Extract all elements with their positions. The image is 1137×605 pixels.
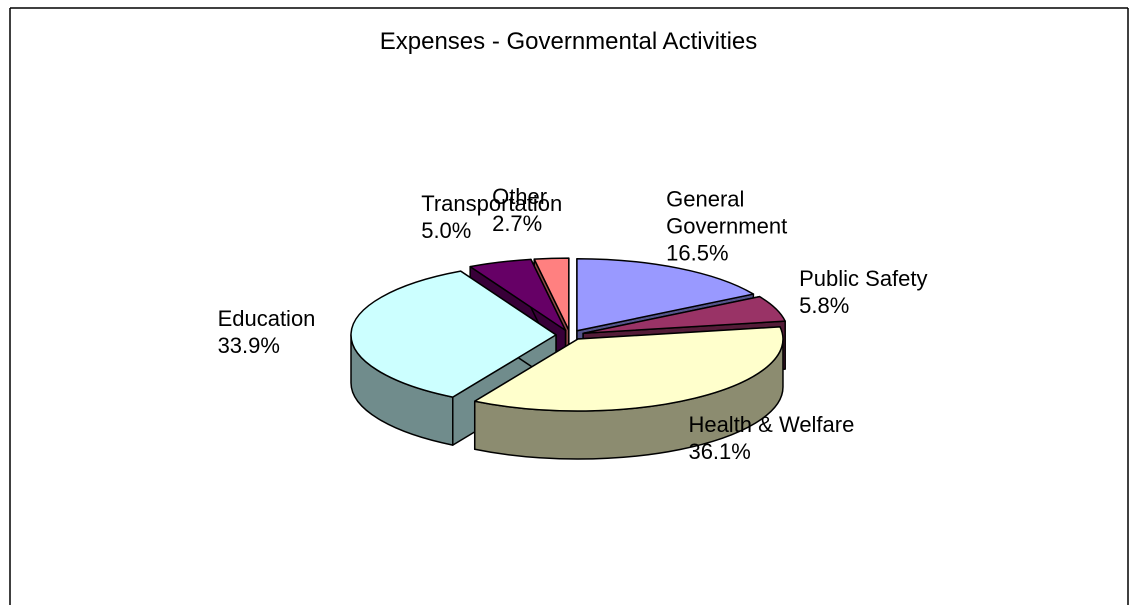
slice-value: 5.8% [799, 292, 850, 318]
slice-value: 2.7% [492, 211, 543, 237]
frame [9, 7, 1129, 605]
slice-name: Health & Welfare [688, 411, 855, 437]
slice-label: General Government 16.5% [666, 186, 851, 267]
slice-label: Education 33.9% [218, 305, 403, 359]
slice [533, 257, 570, 331]
slice-label: Health & Welfare 36.1% [688, 411, 873, 465]
slice [576, 257, 755, 332]
slice-label: Public Safety 5.8% [799, 265, 984, 319]
slice [473, 326, 784, 412]
slice-value: 16.5% [666, 240, 729, 266]
slice-name: Other [492, 184, 548, 210]
slice [469, 258, 567, 332]
slice-label: Transportation 5.0% [421, 190, 606, 244]
slice-name: Transportation [421, 190, 563, 216]
slice-value: 36.1% [688, 438, 751, 464]
slice-name: Education [217, 306, 316, 332]
slice-name: Public Safety [799, 265, 928, 291]
slice-value: 5.0% [421, 217, 472, 243]
slice-label: Other 2.7% [492, 183, 677, 237]
slice-name: General Government [666, 186, 788, 239]
slice-value: 33.9% [217, 333, 280, 359]
slice [350, 270, 557, 398]
chart-title: Expenses - Governmental Activities [379, 28, 758, 55]
slice [582, 295, 786, 335]
